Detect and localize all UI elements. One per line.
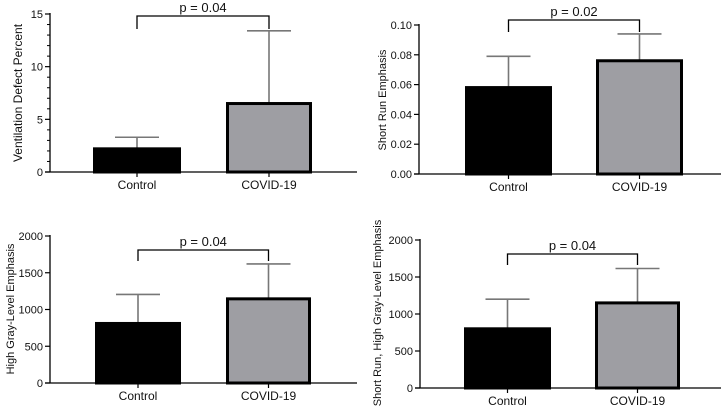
y-tick-label: 0.02 (391, 139, 412, 151)
x-tick-label-control: Control (119, 389, 158, 403)
significance-bracket (507, 19, 641, 32)
y-tick-label: 2000 (19, 231, 43, 243)
significance-bracket (137, 249, 270, 261)
x-tick-label-control: Control (489, 180, 528, 194)
p-value-annotation: p = 0.04 (180, 234, 227, 249)
y-tick-label: 0.08 (391, 50, 412, 62)
bar-covid-19 (226, 102, 312, 174)
y-tick-label: 0 (37, 167, 43, 179)
y-tick-label: 0.00 (391, 169, 412, 181)
y-tick-label: 2000 (389, 235, 413, 247)
x-tick-label-covid-19: COVID-19 (612, 180, 668, 194)
bar-control (93, 147, 181, 174)
p-value-annotation: p = 0.04 (179, 0, 226, 15)
y-axis-label: Short Run Emphasis (377, 49, 389, 150)
chart-panel-3: 0 500 1000 1500 2000 Control COVID-19 p = 0.04 H… (5, 231, 357, 403)
y-tick-label: 5 (37, 114, 43, 126)
y-tick-label: 10 (31, 62, 43, 74)
bar-covid-19 (595, 301, 680, 390)
bar-control (464, 327, 551, 390)
x-tick-label-covid-19: COVID-19 (241, 389, 297, 403)
p-value-annotation: p = 0.02 (550, 4, 597, 19)
x-tick-label-control: Control (118, 178, 157, 192)
significance-bracket (136, 15, 270, 29)
y-tick-label: 1000 (389, 309, 413, 321)
y-tick-label: 0.10 (391, 20, 412, 32)
significance-bracket (506, 253, 639, 265)
x-tick-label-covid-19: COVID-19 (241, 178, 297, 192)
y-tick-label: 15 (31, 9, 43, 21)
y-tick-label: 500 (25, 341, 43, 353)
y-tick-label: 500 (395, 346, 413, 358)
y-tick-label: 1500 (19, 268, 43, 280)
y-tick-label: 1500 (389, 272, 413, 284)
chart-panel-2: 0.00 0.02 0.04 0.06 0.08 0.10 Control COVID-19 p… (377, 4, 721, 194)
bar-covid-19 (226, 297, 311, 385)
y-axis-label: Short Run, High Gray-Level Emphasis (372, 219, 384, 406)
bar-control (95, 321, 181, 385)
y-tick-label: 0 (37, 378, 43, 390)
y-tick-label: 0.06 (391, 80, 412, 92)
bar-covid-19 (596, 59, 683, 176)
x-tick-label-covid-19: COVID-19 (610, 394, 666, 408)
y-axis-label: Ventilation Defect Percent (11, 23, 25, 162)
p-value-annotation: p = 0.04 (549, 238, 596, 253)
y-axis-label: High Gray-Level Emphasis (5, 243, 17, 374)
chart-panel-1: 0 5 10 15 Control COVID-19 p = 0.04 Ventilation… (11, 0, 357, 192)
y-tick-label: 0 (407, 383, 413, 395)
x-tick-label-control: Control (488, 394, 527, 408)
chart-panel-4: 0 500 1000 1500 2000 Control COVID-19 p = 0.04 S… (372, 219, 721, 408)
bar-control (465, 86, 552, 176)
y-tick-label: 1000 (19, 305, 43, 317)
y-tick-label: 0.04 (391, 109, 412, 121)
